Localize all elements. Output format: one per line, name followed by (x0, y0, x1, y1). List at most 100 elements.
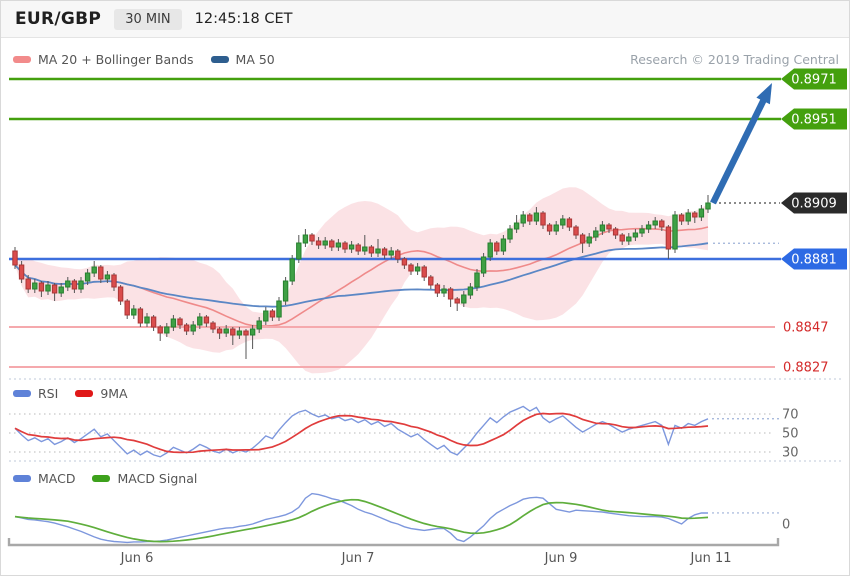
candle-body (659, 220, 665, 228)
candle-body (183, 324, 190, 332)
timestamp: 12:45:18 CET (194, 11, 293, 27)
x-axis-label: Jun 7 (341, 551, 375, 566)
candle-body (434, 284, 441, 294)
candle-body (282, 280, 289, 302)
candle-body (461, 294, 467, 304)
candle-body (672, 214, 678, 250)
candle-body (18, 264, 25, 280)
candle-body (612, 228, 619, 236)
candle-body (329, 240, 335, 248)
candle-body (84, 272, 91, 282)
projection-arrow (710, 95, 769, 205)
candle-body (71, 280, 78, 290)
chart-header: EUR/GBP 30 MIN 12:45:18 CET (1, 1, 849, 38)
candle-body (309, 234, 315, 242)
candle-body (705, 202, 711, 210)
candle-body (124, 300, 130, 316)
candle-body (527, 214, 533, 222)
candle-body (203, 316, 210, 324)
candle-body (685, 212, 691, 222)
candle-body (25, 278, 31, 290)
candle-body (91, 266, 97, 274)
price-tag-0.8971 (781, 68, 847, 90)
candle-body (553, 224, 559, 232)
candle-body (144, 316, 150, 324)
candle-body (375, 248, 381, 254)
candle-body (467, 286, 474, 296)
candle-body (678, 214, 685, 222)
rsi-label: RSI (38, 386, 59, 401)
macd-signal-line (14, 498, 709, 543)
candle-body (652, 220, 658, 226)
candle-body (38, 282, 45, 292)
candle-body (322, 240, 328, 246)
price-tag-label: 0.8909 (791, 197, 837, 212)
candle-body (513, 222, 520, 230)
candle-body (395, 250, 401, 260)
candle-body (296, 242, 302, 260)
candle-body (78, 280, 84, 290)
candle-body (566, 218, 573, 228)
candle-body (45, 284, 51, 292)
candle-body (507, 228, 513, 240)
price-tag-0.8909 (781, 192, 847, 214)
candle-body (487, 242, 493, 258)
candle-body (408, 264, 414, 272)
macd-signal-label: MACD Signal (117, 471, 198, 486)
candle-body (263, 310, 269, 322)
price-tag-0.8881 (781, 248, 847, 270)
candle-body (65, 280, 71, 288)
candle-body (428, 276, 434, 286)
candle-body (692, 212, 698, 218)
candle-body (520, 214, 526, 224)
candle-body (560, 218, 566, 226)
candle-body (210, 322, 216, 330)
candle-body (474, 272, 480, 288)
candle-body (302, 234, 309, 244)
research-credit: Research © 2019 Trading Central (630, 52, 839, 67)
candle-body (586, 236, 592, 244)
candle-body (256, 320, 262, 330)
bollinger-band (15, 187, 708, 374)
candle-body (197, 316, 203, 326)
candle-body (698, 208, 705, 218)
candle-body (606, 224, 612, 230)
candle-body (362, 246, 368, 252)
candle-body (276, 300, 282, 318)
candle-body (599, 224, 606, 232)
candle-body (593, 230, 599, 238)
macd-signal-swatch-icon (92, 475, 111, 482)
candle-body (131, 308, 137, 316)
ma20-bollinger-swatch-icon (13, 56, 31, 63)
candle-body (12, 250, 18, 266)
rsi-gridline-label: 70 (782, 408, 799, 423)
macd-swatch-icon (13, 475, 31, 482)
price-tag-label: 0.8881 (791, 253, 837, 268)
rsi-gridline-label: 30 (782, 446, 799, 461)
candle-body (243, 330, 249, 336)
rsi-swatch-icon (13, 390, 31, 397)
rsi-9ma-swatch-icon (75, 390, 94, 397)
ma50-swatch-icon (210, 56, 229, 63)
candle-body (401, 258, 408, 266)
candle-body (58, 286, 64, 294)
candle-body (619, 234, 625, 242)
candle-body (441, 288, 447, 294)
candle-body (368, 246, 375, 254)
candle-body (421, 266, 427, 278)
candle-body (632, 232, 639, 238)
candle-body (104, 274, 111, 280)
candle-body (137, 308, 144, 324)
price-level-label: 0.8827 (783, 361, 829, 376)
candle-body (157, 326, 163, 334)
x-axis-label: Jun 6 (120, 551, 154, 566)
candle-body (230, 328, 236, 336)
candle-body (342, 242, 348, 250)
candle-body (579, 234, 586, 244)
candle-body (117, 286, 124, 302)
candle-body (573, 226, 579, 236)
candle-body (170, 318, 177, 328)
candle-body (533, 212, 540, 222)
candle-body (236, 330, 243, 336)
